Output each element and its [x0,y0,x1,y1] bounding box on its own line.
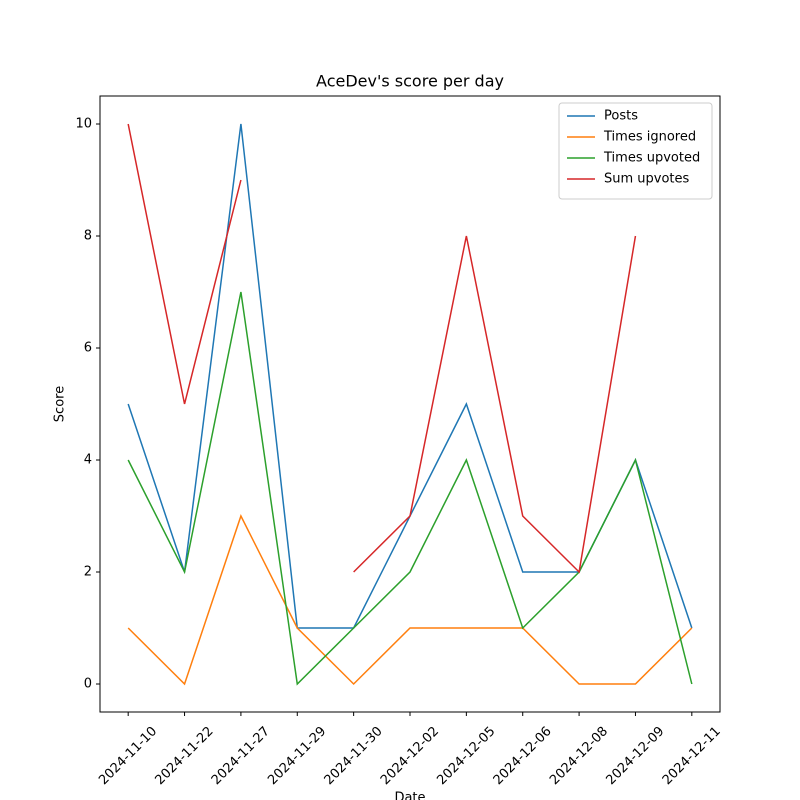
y-axis-label: Score [53,386,68,422]
x-axis-label: Date [394,791,425,800]
legend-label: Posts [604,109,638,124]
line-series [127,123,637,574]
legend-label: Times ignored [603,130,696,145]
y-tick-label: 8 [84,229,92,244]
y-tick-label: 10 [75,117,92,132]
y-tick-label: 6 [84,341,92,356]
y-tick-label: 0 [84,677,92,692]
legend-label: Sum upvotes [604,172,690,187]
line-series [127,291,693,686]
plot-frame [99,95,721,713]
chart-title: AceDev's score per day [316,72,504,91]
line-series [127,514,693,686]
y-tick-label: 2 [84,565,92,580]
legend-box [558,102,713,200]
y-tick-label: 4 [84,453,92,468]
legend-label: Times upvoted [603,151,700,166]
